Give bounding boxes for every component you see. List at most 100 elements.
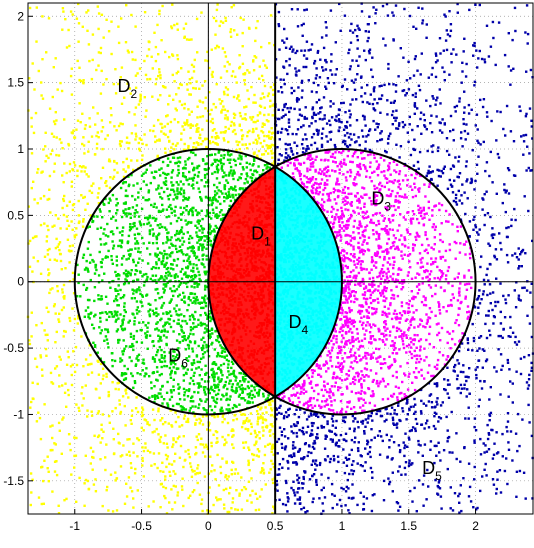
scatter-point bbox=[249, 494, 251, 496]
scatter-point bbox=[494, 316, 496, 318]
scatter-point bbox=[313, 370, 315, 372]
scatter-point bbox=[136, 228, 138, 230]
scatter-point bbox=[356, 25, 358, 27]
scatter-point bbox=[150, 204, 152, 206]
scatter-point bbox=[285, 47, 287, 49]
scatter-point bbox=[266, 67, 268, 69]
scatter-point bbox=[332, 420, 334, 422]
scatter-point bbox=[347, 224, 349, 226]
scatter-point bbox=[370, 353, 372, 355]
scatter-point bbox=[60, 358, 62, 360]
scatter-point bbox=[302, 476, 304, 478]
scatter-point bbox=[216, 437, 218, 439]
scatter-point bbox=[272, 445, 274, 447]
scatter-point bbox=[462, 371, 464, 373]
scatter-point bbox=[398, 122, 400, 124]
scatter-point bbox=[99, 208, 101, 210]
scatter-point bbox=[447, 342, 449, 344]
scatter-point bbox=[393, 117, 395, 119]
scatter-point bbox=[369, 297, 371, 299]
scatter-point bbox=[53, 305, 55, 307]
scatter-point bbox=[428, 186, 430, 188]
scatter-point bbox=[139, 293, 141, 295]
scatter-point bbox=[143, 223, 145, 225]
scatter-point bbox=[63, 306, 65, 308]
scatter-point bbox=[57, 218, 59, 220]
scatter-point bbox=[163, 181, 165, 183]
scatter-point bbox=[51, 437, 53, 439]
scatter-point bbox=[41, 322, 43, 324]
scatter-point bbox=[477, 57, 479, 59]
scatter-point bbox=[173, 80, 175, 82]
scatter-point bbox=[131, 132, 133, 134]
scatter-point bbox=[61, 29, 63, 31]
scatter-point bbox=[435, 257, 437, 259]
scatter-point bbox=[358, 380, 360, 382]
scatter-point bbox=[339, 331, 341, 333]
scatter-point bbox=[224, 126, 226, 128]
scatter-point bbox=[385, 177, 387, 179]
scatter-point bbox=[427, 372, 429, 374]
scatter-point bbox=[115, 388, 117, 390]
scatter-point bbox=[198, 248, 200, 250]
scatter-point bbox=[299, 448, 301, 450]
scatter-point bbox=[356, 35, 358, 37]
scatter-point bbox=[358, 55, 360, 57]
scatter-point bbox=[106, 489, 108, 491]
scatter-point bbox=[143, 475, 145, 477]
scatter-point bbox=[350, 271, 352, 273]
scatter-point bbox=[196, 128, 198, 130]
scatter-point bbox=[438, 332, 440, 334]
scatter-point bbox=[166, 268, 168, 270]
scatter-point bbox=[225, 488, 227, 490]
scatter-point bbox=[192, 322, 194, 324]
scatter-point bbox=[353, 470, 355, 472]
scatter-point bbox=[428, 165, 430, 167]
scatter-point bbox=[65, 406, 67, 408]
scatter-point bbox=[100, 424, 102, 426]
scatter-point bbox=[349, 383, 351, 385]
scatter-point bbox=[326, 211, 328, 213]
scatter-point bbox=[352, 269, 354, 271]
scatter-point bbox=[401, 407, 403, 409]
scatter-point bbox=[367, 354, 369, 356]
scatter-point bbox=[328, 395, 330, 397]
scatter-point bbox=[418, 289, 420, 291]
scatter-point bbox=[387, 165, 389, 167]
scatter-point bbox=[263, 96, 265, 98]
scatter-point bbox=[252, 128, 254, 130]
scatter-point bbox=[496, 193, 498, 195]
scatter-point bbox=[155, 354, 157, 356]
scatter-point bbox=[180, 313, 182, 315]
scatter-point bbox=[329, 131, 331, 133]
scatter-point bbox=[467, 305, 469, 307]
scatter-point bbox=[30, 504, 32, 506]
scatter-point bbox=[341, 191, 343, 193]
scatter-point bbox=[470, 276, 472, 278]
scatter-point bbox=[142, 173, 144, 175]
scatter-point bbox=[428, 207, 430, 209]
scatter-point bbox=[371, 477, 373, 479]
scatter-point bbox=[506, 254, 508, 256]
scatter-point bbox=[301, 143, 303, 145]
scatter-point bbox=[29, 240, 31, 242]
scatter-point bbox=[311, 429, 313, 431]
scatter-point bbox=[83, 284, 85, 286]
scatter-point bbox=[351, 449, 353, 451]
scatter-point bbox=[320, 473, 322, 475]
scatter-point bbox=[198, 366, 200, 368]
scatter-point bbox=[85, 358, 87, 360]
scatter-point bbox=[178, 436, 180, 438]
scatter-point bbox=[257, 420, 259, 422]
scatter-point bbox=[300, 50, 302, 52]
scatter-point bbox=[386, 315, 388, 317]
scatter-point bbox=[321, 389, 323, 391]
scatter-point bbox=[78, 220, 80, 222]
scatter-point bbox=[172, 385, 174, 387]
scatter-point bbox=[450, 53, 452, 55]
scatter-point bbox=[444, 289, 446, 291]
scatter-point bbox=[347, 52, 349, 54]
scatter-point bbox=[29, 7, 31, 9]
scatter-point bbox=[110, 53, 112, 55]
scatter-point bbox=[364, 426, 366, 428]
